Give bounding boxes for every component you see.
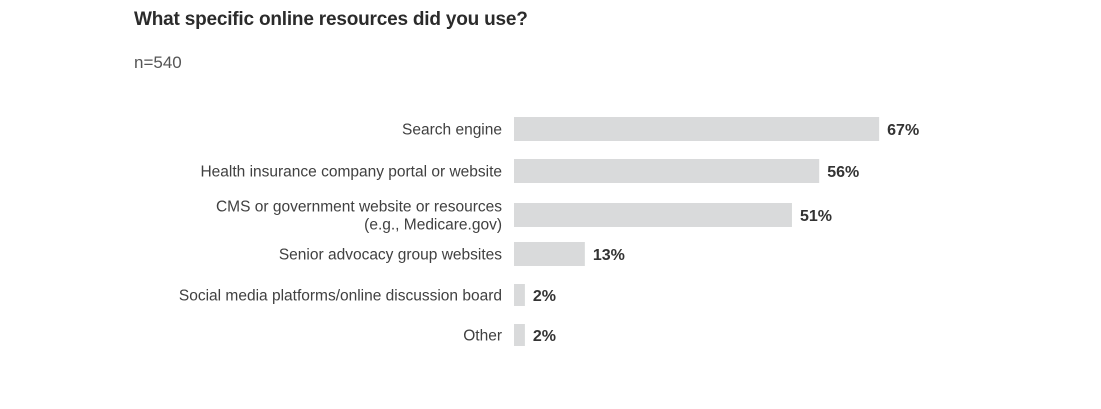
value-label: 2% (533, 328, 556, 345)
category-label: Social media platforms/online discussion… (179, 288, 502, 305)
bar (514, 117, 880, 141)
bar (514, 159, 820, 183)
value-label: 51% (800, 208, 832, 225)
sample-size-label: n=540 (134, 53, 182, 72)
chart-title: What specific online resources did you u… (134, 9, 528, 30)
value-label: 67% (887, 122, 919, 139)
bar (514, 284, 525, 306)
category-label: (e.g., Medicare.gov) (364, 217, 502, 234)
category-label: Other (463, 328, 502, 345)
category-label: Search engine (402, 122, 502, 139)
bar (514, 242, 585, 266)
value-label: 2% (533, 288, 556, 305)
bar (514, 324, 525, 346)
category-label: Health insurance company portal or websi… (200, 164, 502, 181)
category-label: CMS or government website or resources (216, 199, 502, 216)
value-label: 13% (593, 247, 625, 264)
value-label: 56% (827, 164, 859, 181)
bar (514, 203, 792, 227)
category-label: Senior advocacy group websites (279, 247, 502, 264)
